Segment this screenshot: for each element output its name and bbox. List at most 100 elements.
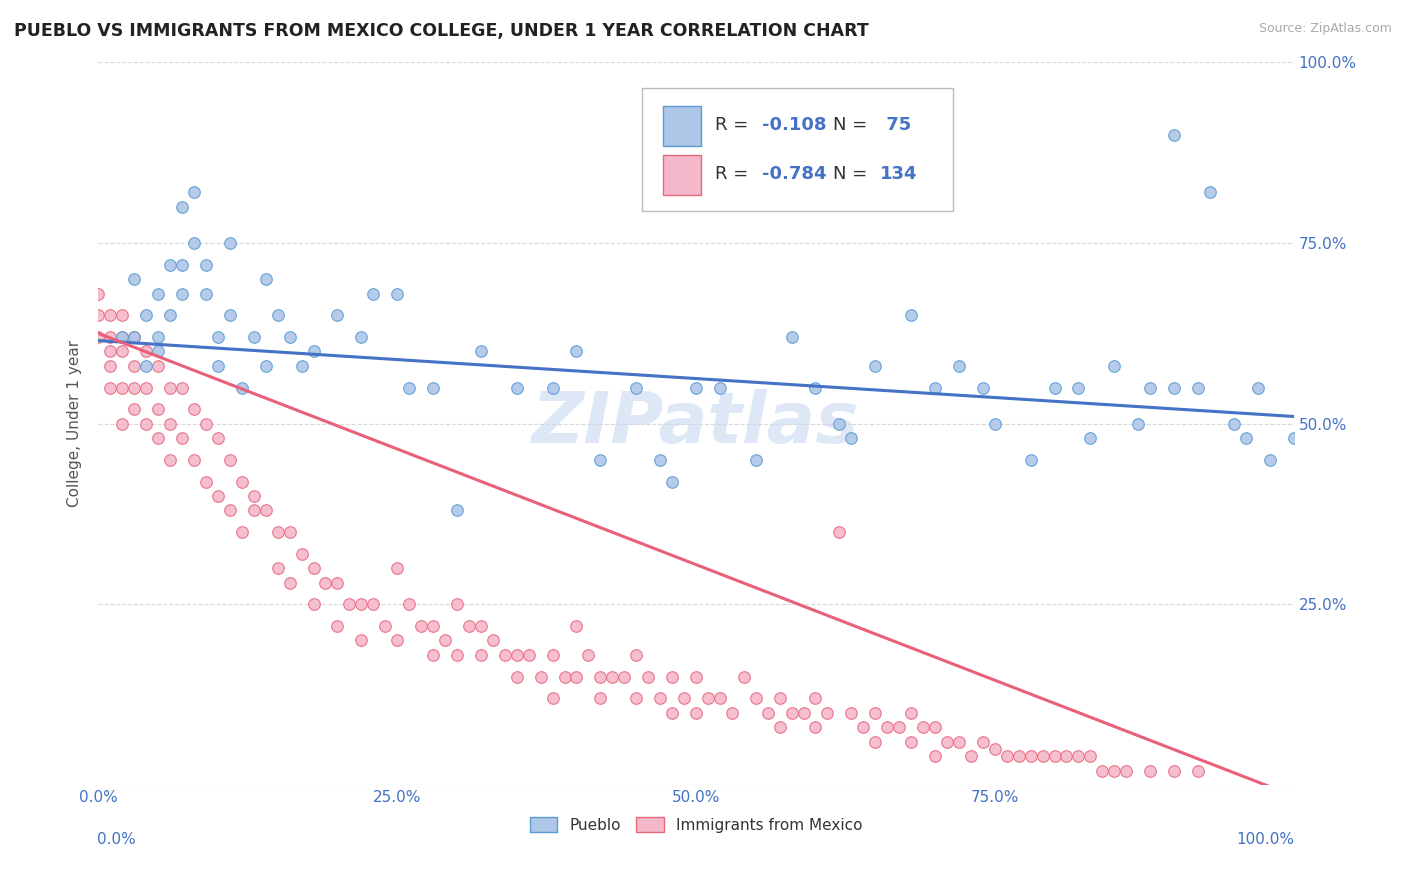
- Point: [900, 706, 922, 720]
- Point: [219, 235, 242, 250]
- Point: [183, 452, 205, 467]
- Text: 0.0%: 0.0%: [97, 832, 136, 847]
- Point: [1282, 431, 1305, 445]
- Point: [1043, 749, 1066, 764]
- Point: [984, 417, 1007, 431]
- Text: 100.0%: 100.0%: [1237, 832, 1295, 847]
- Point: [363, 598, 385, 612]
- Point: [804, 691, 827, 706]
- Point: [1032, 749, 1054, 764]
- Point: [148, 286, 170, 301]
- Text: R =: R =: [716, 116, 754, 135]
- Point: [1247, 380, 1270, 394]
- Point: [948, 734, 970, 748]
- Point: [1199, 186, 1222, 200]
- Point: [219, 452, 242, 467]
- Point: [434, 633, 457, 648]
- Point: [148, 359, 170, 373]
- Point: [159, 417, 181, 431]
- Point: [446, 598, 468, 612]
- Point: [661, 475, 683, 489]
- Point: [1008, 749, 1031, 764]
- Text: 134: 134: [880, 165, 918, 184]
- Point: [326, 308, 349, 322]
- Point: [1163, 128, 1185, 142]
- Point: [243, 489, 266, 503]
- Point: [780, 330, 803, 344]
- Point: [506, 648, 529, 662]
- Point: [315, 575, 337, 590]
- Point: [936, 734, 959, 748]
- Point: [124, 330, 146, 344]
- Point: [98, 380, 122, 394]
- Point: [172, 286, 194, 301]
- Point: [172, 380, 194, 394]
- Point: [207, 330, 229, 344]
- Point: [195, 475, 218, 489]
- Text: N =: N =: [834, 165, 873, 184]
- Point: [661, 706, 683, 720]
- Point: [637, 669, 659, 683]
- Point: [768, 720, 790, 734]
- Point: [1043, 380, 1066, 394]
- Point: [148, 402, 170, 417]
- Point: [1223, 417, 1246, 431]
- Point: [183, 402, 205, 417]
- Point: [1187, 764, 1209, 778]
- Point: [422, 648, 444, 662]
- Bar: [662, 106, 700, 145]
- Text: -0.108: -0.108: [762, 116, 827, 135]
- Point: [111, 330, 134, 344]
- Text: ZIPatlas: ZIPatlas: [533, 389, 859, 458]
- Point: [589, 691, 612, 706]
- Point: [398, 598, 420, 612]
- Point: [207, 489, 229, 503]
- Point: [350, 330, 373, 344]
- Point: [98, 308, 122, 322]
- Point: [876, 720, 898, 734]
- Point: [172, 200, 194, 214]
- Point: [374, 619, 396, 633]
- Point: [302, 598, 325, 612]
- Point: [124, 272, 146, 286]
- Point: [995, 749, 1018, 764]
- Point: [481, 633, 505, 648]
- Point: [685, 669, 707, 683]
- Point: [1019, 452, 1042, 467]
- Point: [195, 286, 218, 301]
- Point: [1080, 431, 1102, 445]
- Point: [254, 359, 277, 373]
- Point: [517, 648, 540, 662]
- Point: [385, 286, 409, 301]
- Point: [721, 706, 744, 720]
- Point: [626, 648, 648, 662]
- Point: [111, 308, 134, 322]
- Point: [613, 669, 636, 683]
- Point: [411, 619, 433, 633]
- Text: Source: ZipAtlas.com: Source: ZipAtlas.com: [1258, 22, 1392, 36]
- Point: [124, 402, 146, 417]
- Point: [458, 619, 481, 633]
- Point: [530, 669, 553, 683]
- Point: [972, 380, 994, 394]
- Point: [494, 648, 516, 662]
- Point: [231, 524, 253, 539]
- Point: [1139, 764, 1161, 778]
- Point: [793, 706, 815, 720]
- Point: [98, 330, 122, 344]
- Point: [231, 380, 253, 394]
- Point: [446, 648, 468, 662]
- Point: [911, 720, 934, 734]
- Point: [1104, 764, 1126, 778]
- Point: [302, 344, 325, 359]
- Point: [111, 330, 134, 344]
- Point: [1091, 764, 1114, 778]
- Point: [865, 734, 887, 748]
- Point: [1139, 380, 1161, 394]
- Point: [422, 380, 444, 394]
- Bar: [662, 155, 700, 194]
- Text: N =: N =: [834, 116, 873, 135]
- Point: [900, 734, 922, 748]
- Point: [1187, 380, 1209, 394]
- Point: [183, 235, 205, 250]
